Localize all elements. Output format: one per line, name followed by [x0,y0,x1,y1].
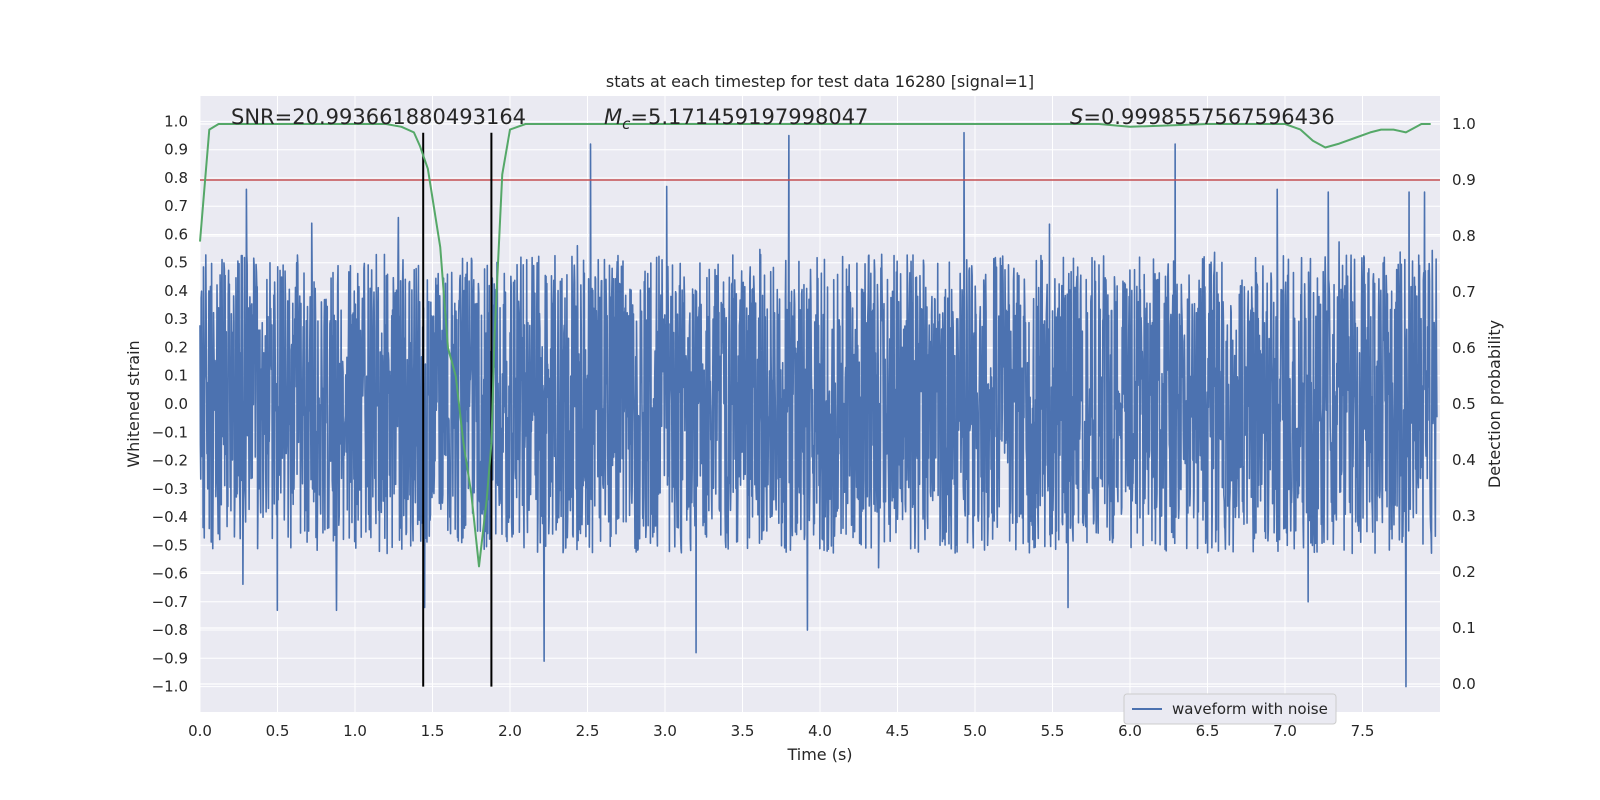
y-left-tick-label: −0.7 [152,593,188,611]
y-left-axis-label: Whitened strain [124,340,143,467]
y-right-tick-label: 0.5 [1452,395,1476,413]
y-right-tick-label: 0.8 [1452,227,1476,245]
legend: waveform with noise [1123,693,1337,725]
y-left-tick-label: −0.5 [152,536,188,554]
x-tick-label: 2.5 [576,722,600,740]
waveform-line [199,131,1438,688]
y-right-tick-label: 0.0 [1452,675,1476,693]
y-left-tick-label: 0.4 [164,282,188,300]
y-left-tick-label: −0.8 [152,621,188,639]
x-tick-label: 5.5 [1041,722,1065,740]
y-left-axis-ticks: 1.0 0.9 0.8 0.7 0.6 0.5 0.4 0.3 0.2 0.1 0.0 −0.1 −0.… [152,112,188,695]
detection-probability-line [199,123,1431,568]
y-left-tick-label: 0.2 [164,338,188,356]
y-right-tick-label: 0.1 [1452,619,1476,637]
x-tick-label: 6.5 [1196,722,1220,740]
y-left-tick-label: −0.4 [152,508,188,526]
x-tick-label: 1.5 [421,722,445,740]
x-axis-label: Time (s) [786,745,852,764]
x-tick-label: 3.0 [653,722,677,740]
legend-label: waveform with noise [1172,700,1328,718]
y-left-tick-label: −0.6 [152,565,188,583]
detection-probability-series [199,123,1431,568]
y-left-tick-label: 0.5 [164,254,188,272]
y-right-tick-label: 0.7 [1452,283,1476,301]
x-tick-label: 7.0 [1273,722,1297,740]
x-tick-label: 0.5 [266,722,290,740]
x-tick-label: 0.0 [188,722,212,740]
x-tick-label: 5.0 [963,722,987,740]
y-right-axis-label: Detection probability [1485,320,1504,488]
x-tick-label: 2.0 [498,722,522,740]
y-right-tick-label: 0.3 [1452,507,1476,525]
y-left-tick-label: 0.3 [164,310,188,328]
y-right-tick-label: 0.4 [1452,451,1476,469]
y-left-tick-label: 0.8 [164,169,188,187]
legend-box [1123,693,1337,725]
mc-value: =5.171459197998047 [630,105,868,129]
mc-symbol: M [604,105,622,129]
y-left-tick-label: 0.0 [164,395,188,413]
y-left-tick-label: 0.7 [164,197,188,215]
x-tick-label: 7.5 [1351,722,1375,740]
y-left-tick-label: 0.1 [164,367,188,385]
waveform-series [199,131,1438,688]
chirp-mass-annotation: Mc=5.171459197998047 [604,105,868,133]
s-symbol: S [1070,105,1083,129]
y-left-tick-label: −0.1 [152,423,188,441]
y-right-tick-label: 0.2 [1452,563,1476,581]
x-tick-label: 1.0 [343,722,367,740]
y-right-axis-ticks: 1.0 0.9 0.8 0.7 0.6 0.5 0.4 0.3 0.2 0.1 0.0 [1452,115,1476,693]
chart-title: stats at each timestep for test data 162… [606,72,1034,91]
y-left-tick-label: −0.3 [152,480,188,498]
y-right-tick-label: 0.6 [1452,339,1476,357]
x-tick-label: 6.0 [1118,722,1142,740]
y-left-tick-label: −1.0 [152,678,188,696]
x-axis-ticks: 0.0 0.5 1.0 1.5 2.0 2.5 3.0 3.5 4.0 4.5 5.0 5.5 6.0 6… [188,722,1374,740]
snr-annotation: SNR=20.993661880493164 [231,105,526,129]
y-left-tick-label: 1.0 [164,112,188,130]
s-value: =0.9998557567596436 [1083,105,1334,129]
x-tick-label: 4.5 [886,722,910,740]
y-right-tick-label: 0.9 [1452,171,1476,189]
mc-subscript: c [622,115,631,133]
y-left-tick-label: −0.9 [152,649,188,667]
y-left-tick-label: 0.6 [164,225,188,243]
y-left-tick-label: 0.9 [164,141,188,159]
y-right-tick-label: 1.0 [1452,115,1476,133]
y-left-tick-label: −0.2 [152,452,188,470]
x-tick-label: 3.5 [731,722,755,740]
significance-annotation: S=0.9998557567596436 [1070,105,1335,129]
x-tick-label: 4.0 [808,722,832,740]
